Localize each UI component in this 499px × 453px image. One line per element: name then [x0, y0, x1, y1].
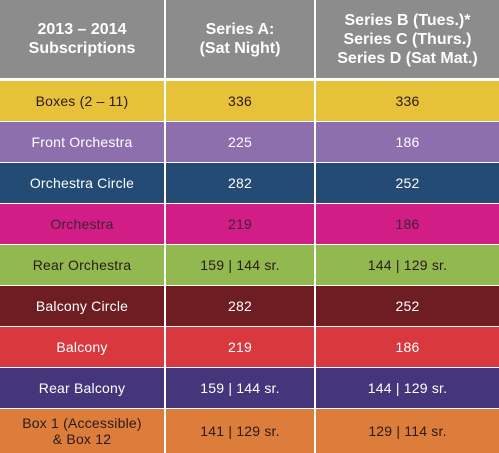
series-bcd-price: 336: [314, 81, 499, 121]
series-bcd-price: 186: [314, 204, 499, 244]
series-a-price: 159 | 144 sr.: [164, 368, 314, 408]
series-bcd-price: 129 | 114 sr.: [314, 409, 499, 453]
series-a-price: 141 | 129 sr.: [164, 409, 314, 453]
table-row-boxes: Boxes (2 – 11) 336 336: [0, 81, 499, 122]
series-bcd-price: 252: [314, 163, 499, 203]
series-a-price: 219: [164, 327, 314, 367]
table-row-rear-orchestra: Rear Orchestra 159 | 144 sr. 144 | 129 s…: [0, 245, 499, 286]
series-a-price: 219: [164, 204, 314, 244]
table-header: 2013 – 2014 Subscriptions Series A: (Sat…: [0, 0, 499, 81]
series-bcd-price: 186: [314, 327, 499, 367]
series-bcd-price: 252: [314, 286, 499, 326]
table-row-box-1-box-12: Box 1 (Accessible) & Box 12 141 | 129 sr…: [0, 409, 499, 453]
table-row-front-orchestra: Front Orchestra 225 186: [0, 122, 499, 163]
section-label: Front Orchestra: [31, 134, 133, 150]
series-a-price: 159 | 144 sr.: [164, 245, 314, 285]
header-series-bcd: Series B (Tues.)* Series C (Thurs.) Seri…: [314, 0, 499, 78]
section-label: Rear Balcony: [38, 380, 126, 396]
section-label: Balcony: [56, 339, 108, 355]
series-bcd-price: 144 | 129 sr.: [314, 245, 499, 285]
header-subscriptions: 2013 – 2014 Subscriptions: [28, 21, 136, 57]
series-a-price: 282: [164, 163, 314, 203]
table-row-orchestra-circle: Orchestra Circle 282 252: [0, 163, 499, 204]
series-a-price: 225: [164, 122, 314, 162]
series-bcd-price: 186: [314, 122, 499, 162]
section-label: Orchestra: [50, 216, 114, 232]
table-row-balcony-circle: Balcony Circle 282 252: [0, 286, 499, 327]
section-label: Boxes (2 – 11): [35, 93, 129, 109]
series-bcd-price: 144 | 129 sr.: [314, 368, 499, 408]
section-label: Balcony Circle: [35, 298, 129, 314]
series-a-price: 336: [164, 81, 314, 121]
table-row-balcony: Balcony 219 186: [0, 327, 499, 368]
table-row-rear-balcony: Rear Balcony 159 | 144 sr. 144 | 129 sr.: [0, 368, 499, 409]
section-label: Orchestra Circle: [29, 175, 135, 191]
header-series-a: Series A: (Sat Night): [164, 0, 314, 78]
table-row-orchestra: Orchestra 219 186: [0, 204, 499, 245]
section-label: Box 1 (Accessible) & Box 12: [22, 415, 142, 447]
series-a-price: 282: [164, 286, 314, 326]
section-label: Rear Orchestra: [32, 257, 132, 273]
